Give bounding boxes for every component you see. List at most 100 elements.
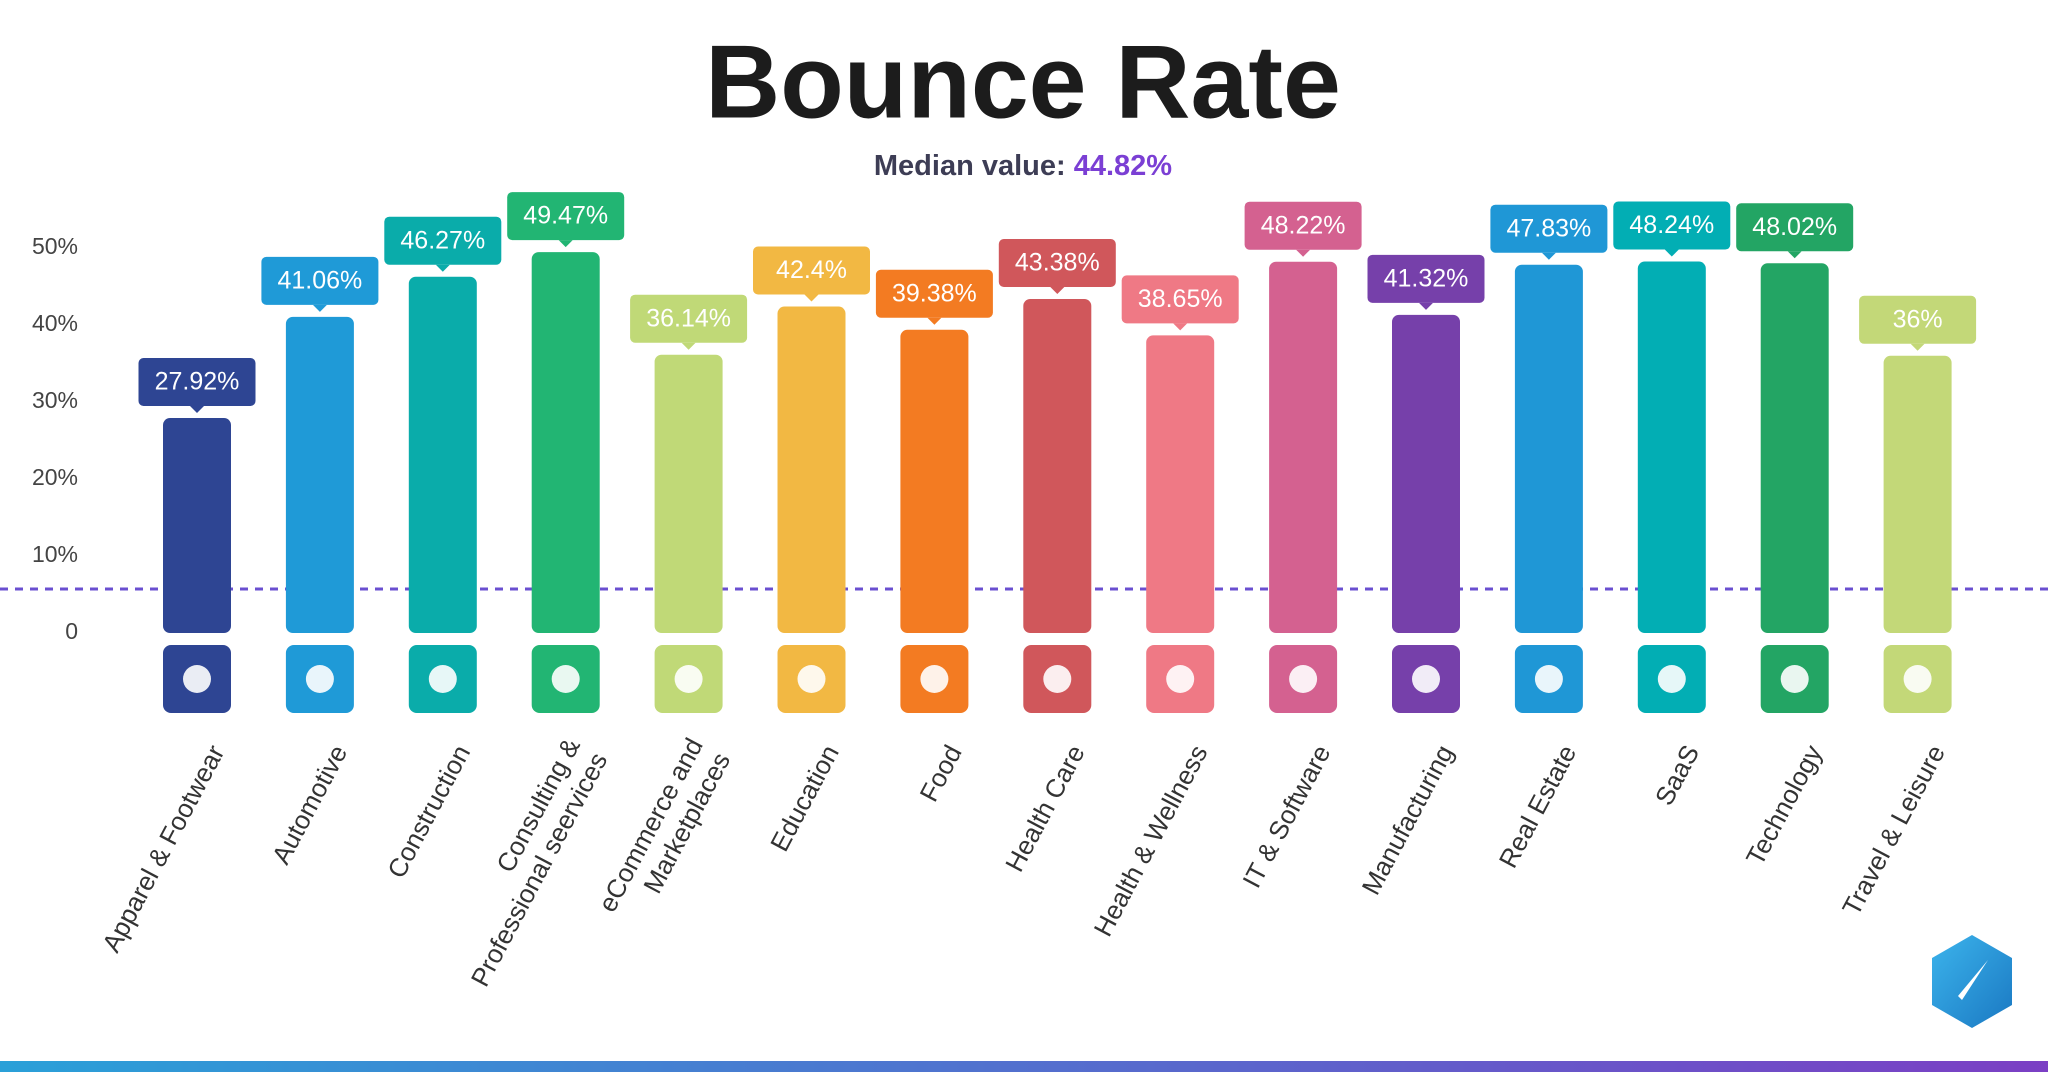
value-label-pointer — [435, 264, 450, 272]
value-label-box — [753, 246, 870, 295]
value-label-box — [1490, 204, 1608, 253]
value-label: 27.92% — [155, 368, 240, 396]
y-tick-label: 50% — [32, 233, 78, 259]
value-label-pointer — [1664, 249, 1679, 257]
x-tick-label: Automotive — [266, 740, 354, 869]
bar — [1023, 298, 1092, 633]
category-icon-glyph — [1043, 665, 1072, 693]
value-label: 39.38% — [892, 279, 977, 307]
x-tick-label: Health & Wellness — [1088, 740, 1214, 941]
value-label-box — [384, 216, 502, 265]
value-label: 43.38% — [1015, 249, 1100, 277]
logo — [1932, 935, 2012, 1028]
value-label-pointer — [927, 317, 942, 325]
subtitle-label: Median value: — [874, 150, 1066, 182]
value-label-box — [1367, 254, 1485, 303]
bar — [777, 306, 846, 633]
value-label-pointer — [1541, 252, 1556, 260]
category-icon-glyph — [1903, 665, 1932, 693]
value-label: 48.22% — [1261, 211, 1346, 239]
bar — [900, 329, 969, 633]
value-label-pointer — [804, 294, 819, 302]
value-label-pointer — [1296, 249, 1311, 257]
category-icon-glyph — [797, 665, 826, 693]
value-label: 46.27% — [400, 226, 485, 254]
bar — [285, 316, 354, 633]
x-tick-label: SaaS — [1649, 740, 1705, 810]
bar — [654, 354, 723, 633]
value-label: 49.47% — [523, 202, 608, 230]
value-label-pointer — [558, 240, 573, 248]
bar — [1514, 264, 1583, 633]
category-icon-glyph — [305, 665, 334, 693]
x-tick-label: Food — [913, 740, 967, 806]
value-label-pointer — [681, 342, 696, 350]
value-label-box — [507, 192, 625, 241]
x-tick-label: IT & Software — [1236, 740, 1336, 893]
x-tick-label: Construction — [381, 740, 476, 883]
value-label-pointer — [1910, 343, 1925, 351]
value-label-box — [1244, 201, 1362, 250]
value-label-box — [630, 294, 748, 343]
x-tick-label: Manufacturing — [1356, 740, 1460, 900]
category-icon-glyph — [1166, 665, 1195, 693]
value-label: 42.4% — [776, 256, 847, 284]
category-icon-glyph — [551, 665, 580, 693]
category-icon-glyph — [674, 665, 703, 693]
category-icon-glyph — [1412, 665, 1440, 693]
value-label: 47.83% — [1507, 214, 1592, 242]
bar — [1392, 314, 1460, 633]
y-tick-label: 0 — [65, 618, 78, 644]
value-label: 38.65% — [1138, 285, 1223, 313]
x-tick-label: Health Care — [999, 740, 1091, 877]
category-icon-glyph — [428, 665, 457, 693]
value-label-box — [1736, 203, 1854, 252]
value-label-pointer — [1050, 286, 1065, 294]
value-label: 41.32% — [1384, 264, 1469, 292]
bar — [1883, 355, 1952, 633]
x-tick-label: Technology — [1740, 740, 1828, 870]
bar — [1760, 263, 1829, 633]
x-tick-label: Education — [764, 740, 845, 856]
chart-title: Bounce Rate — [705, 24, 1341, 140]
value-label-box — [875, 269, 993, 318]
value-label-pointer — [1173, 323, 1188, 331]
subtitle-value: 44.82% — [1074, 150, 1173, 182]
value-label: 48.02% — [1752, 213, 1837, 241]
y-tick-label: 30% — [32, 387, 78, 413]
bar — [531, 252, 600, 633]
x-tick-label: Travel & Leisure — [1836, 740, 1951, 920]
value-label: 41.06% — [278, 266, 363, 294]
value-label-box — [1859, 295, 1977, 344]
value-label-pointer — [312, 304, 327, 312]
y-tick-label: 20% — [32, 464, 78, 490]
category-icon-glyph — [183, 665, 211, 693]
x-tick-label: eCommerce andMarketplaces — [592, 733, 736, 931]
y-tick-label: 10% — [32, 541, 78, 567]
bar — [1146, 335, 1215, 633]
category-icon-glyph — [1289, 665, 1318, 693]
value-label: 36.14% — [646, 304, 731, 332]
value-label-pointer — [1787, 251, 1802, 259]
category-icon-glyph — [1534, 665, 1563, 693]
bar — [408, 276, 477, 633]
value-label: 48.24% — [1629, 211, 1714, 239]
bar — [163, 418, 231, 633]
value-label-box — [998, 238, 1116, 287]
value-label-box — [138, 358, 256, 407]
value-label-box — [1121, 275, 1239, 324]
bar — [1637, 261, 1706, 633]
footer-bar — [0, 1061, 2048, 1072]
value-label-box — [1613, 201, 1731, 250]
subtitle: Median value: 44.82% — [874, 150, 1172, 182]
category-icon-glyph — [920, 665, 949, 693]
value-label-pointer — [1419, 302, 1433, 310]
y-tick-label: 40% — [32, 310, 78, 336]
value-label-box — [261, 256, 379, 305]
value-label: 36% — [1893, 305, 1943, 333]
category-icon-glyph — [1780, 665, 1809, 693]
x-tick-label: Apparel & Footwear — [96, 740, 231, 957]
category-icon-glyph — [1657, 665, 1686, 693]
